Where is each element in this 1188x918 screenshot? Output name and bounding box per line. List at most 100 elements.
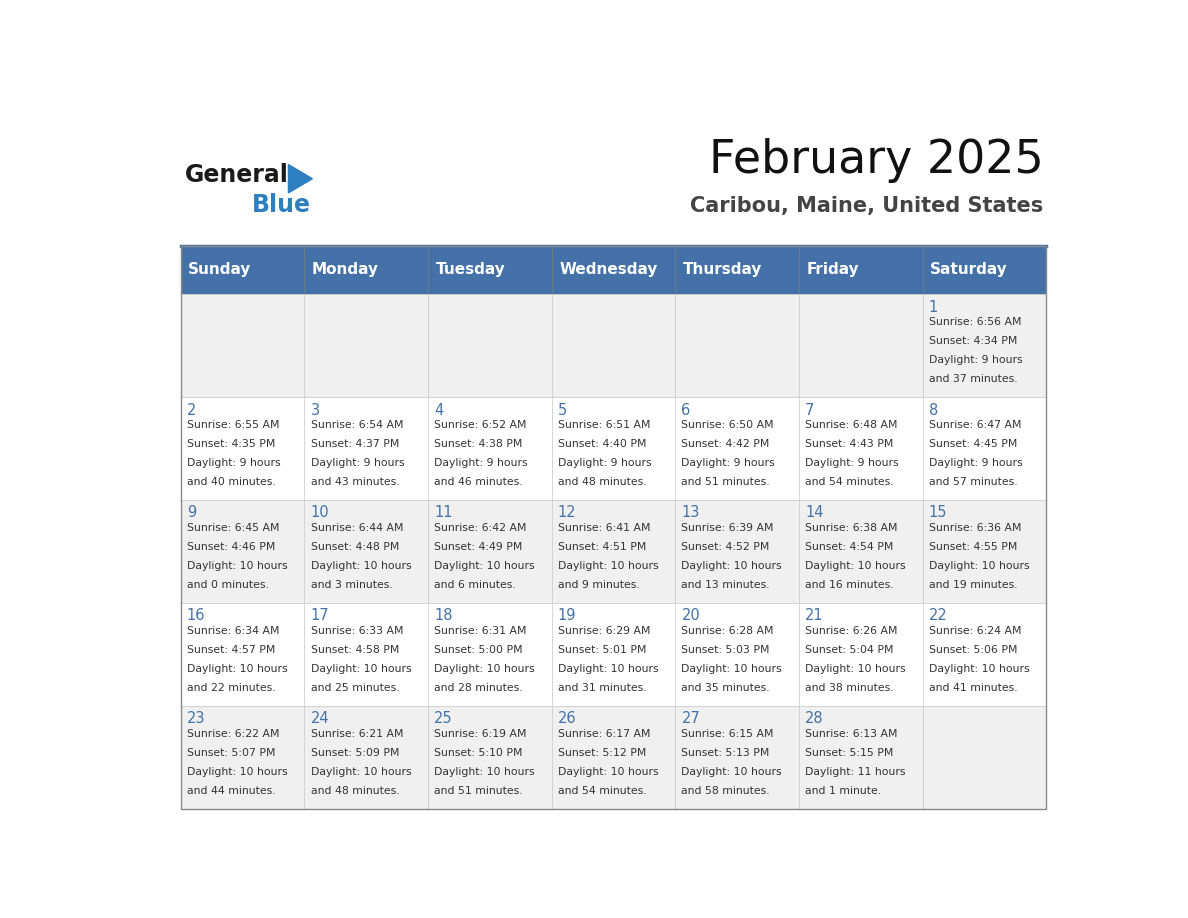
Text: Sunset: 4:34 PM: Sunset: 4:34 PM [929,336,1017,346]
Text: Caribou, Maine, United States: Caribou, Maine, United States [690,196,1043,217]
Text: and 51 minutes.: and 51 minutes. [682,477,770,487]
Text: 4: 4 [434,402,443,418]
Text: Sunset: 5:10 PM: Sunset: 5:10 PM [434,748,523,758]
Text: Sunrise: 6:38 AM: Sunrise: 6:38 AM [805,523,898,533]
Text: Monday: Monday [311,263,379,277]
Text: Daylight: 10 hours: Daylight: 10 hours [558,561,658,571]
FancyBboxPatch shape [675,706,798,809]
Text: Sunrise: 6:36 AM: Sunrise: 6:36 AM [929,523,1022,533]
Text: Sunrise: 6:15 AM: Sunrise: 6:15 AM [682,729,773,739]
Text: and 31 minutes.: and 31 minutes. [558,683,646,693]
Text: Sunrise: 6:17 AM: Sunrise: 6:17 AM [558,729,650,739]
Text: Daylight: 10 hours: Daylight: 10 hours [310,664,411,674]
Text: Sunrise: 6:42 AM: Sunrise: 6:42 AM [434,523,526,533]
Text: Sunset: 4:48 PM: Sunset: 4:48 PM [310,543,399,552]
Text: Daylight: 10 hours: Daylight: 10 hours [310,561,411,571]
FancyBboxPatch shape [798,294,923,397]
Text: 18: 18 [434,609,453,623]
Text: Sunrise: 6:13 AM: Sunrise: 6:13 AM [805,729,898,739]
Text: Sunrise: 6:28 AM: Sunrise: 6:28 AM [682,626,773,636]
FancyBboxPatch shape [428,499,551,603]
Text: Daylight: 10 hours: Daylight: 10 hours [805,664,905,674]
Text: Saturday: Saturday [930,263,1007,277]
Text: General: General [185,163,289,187]
Text: Sunset: 5:04 PM: Sunset: 5:04 PM [805,645,893,655]
Text: Daylight: 10 hours: Daylight: 10 hours [558,664,658,674]
Text: Sunrise: 6:19 AM: Sunrise: 6:19 AM [434,729,526,739]
Text: Sunrise: 6:44 AM: Sunrise: 6:44 AM [310,523,403,533]
Text: Sunrise: 6:21 AM: Sunrise: 6:21 AM [310,729,403,739]
Text: Sunset: 4:40 PM: Sunset: 4:40 PM [558,439,646,449]
Text: Daylight: 9 hours: Daylight: 9 hours [187,458,280,468]
Text: Daylight: 9 hours: Daylight: 9 hours [929,458,1023,468]
Text: Sunrise: 6:47 AM: Sunrise: 6:47 AM [929,420,1022,431]
FancyBboxPatch shape [923,294,1047,397]
Text: 3: 3 [310,402,320,418]
FancyBboxPatch shape [551,706,675,809]
Text: 5: 5 [558,402,567,418]
Text: and 51 minutes.: and 51 minutes. [434,786,523,796]
FancyBboxPatch shape [304,603,428,706]
FancyBboxPatch shape [675,603,798,706]
Text: Sunset: 4:42 PM: Sunset: 4:42 PM [682,439,770,449]
Text: Sunrise: 6:55 AM: Sunrise: 6:55 AM [187,420,279,431]
Text: Daylight: 10 hours: Daylight: 10 hours [434,561,535,571]
Text: Sunset: 4:38 PM: Sunset: 4:38 PM [434,439,523,449]
Text: Sunset: 5:00 PM: Sunset: 5:00 PM [434,645,523,655]
Text: Sunrise: 6:39 AM: Sunrise: 6:39 AM [682,523,773,533]
Text: 22: 22 [929,609,948,623]
Text: 17: 17 [310,609,329,623]
Text: Thursday: Thursday [683,263,762,277]
Text: 25: 25 [434,711,453,726]
Text: Sunset: 4:54 PM: Sunset: 4:54 PM [805,543,893,552]
Text: and 1 minute.: and 1 minute. [805,786,881,796]
Text: 20: 20 [682,609,700,623]
FancyBboxPatch shape [428,706,551,809]
Text: Sunrise: 6:22 AM: Sunrise: 6:22 AM [187,729,279,739]
FancyBboxPatch shape [798,603,923,706]
Text: and 41 minutes.: and 41 minutes. [929,683,1017,693]
Text: Sunset: 5:12 PM: Sunset: 5:12 PM [558,748,646,758]
FancyBboxPatch shape [551,499,675,603]
Text: Sunset: 5:15 PM: Sunset: 5:15 PM [805,748,893,758]
Text: 16: 16 [187,609,206,623]
FancyBboxPatch shape [304,294,428,397]
FancyBboxPatch shape [675,397,798,499]
Text: and 54 minutes.: and 54 minutes. [805,477,893,487]
Text: 26: 26 [558,711,576,726]
FancyBboxPatch shape [428,246,551,294]
Text: Sunrise: 6:51 AM: Sunrise: 6:51 AM [558,420,650,431]
Text: 10: 10 [310,506,329,521]
Text: 2: 2 [187,402,196,418]
Text: Daylight: 9 hours: Daylight: 9 hours [682,458,775,468]
Text: Daylight: 10 hours: Daylight: 10 hours [187,561,287,571]
Text: Sunrise: 6:45 AM: Sunrise: 6:45 AM [187,523,279,533]
Text: Sunset: 4:55 PM: Sunset: 4:55 PM [929,543,1017,552]
Text: 21: 21 [805,609,823,623]
Text: Sunrise: 6:50 AM: Sunrise: 6:50 AM [682,420,775,431]
FancyBboxPatch shape [551,246,675,294]
Text: and 25 minutes.: and 25 minutes. [310,683,399,693]
Text: and 54 minutes.: and 54 minutes. [558,786,646,796]
FancyBboxPatch shape [798,706,923,809]
Text: Daylight: 9 hours: Daylight: 9 hours [805,458,898,468]
Text: 27: 27 [682,711,700,726]
Text: Sunset: 4:37 PM: Sunset: 4:37 PM [310,439,399,449]
Text: 24: 24 [310,711,329,726]
FancyBboxPatch shape [923,397,1047,499]
FancyBboxPatch shape [181,397,304,499]
Text: 8: 8 [929,402,939,418]
Text: and 40 minutes.: and 40 minutes. [187,477,276,487]
Text: Wednesday: Wednesday [560,263,657,277]
Text: Sunset: 4:35 PM: Sunset: 4:35 PM [187,439,276,449]
Text: Sunset: 4:51 PM: Sunset: 4:51 PM [558,543,646,552]
Text: 23: 23 [187,711,206,726]
Text: Sunrise: 6:29 AM: Sunrise: 6:29 AM [558,626,650,636]
Text: Daylight: 9 hours: Daylight: 9 hours [310,458,404,468]
FancyBboxPatch shape [304,706,428,809]
Text: and 43 minutes.: and 43 minutes. [310,477,399,487]
Text: and 28 minutes.: and 28 minutes. [434,683,523,693]
Text: and 37 minutes.: and 37 minutes. [929,375,1017,385]
FancyBboxPatch shape [181,294,304,397]
Text: Sunset: 5:13 PM: Sunset: 5:13 PM [682,748,770,758]
